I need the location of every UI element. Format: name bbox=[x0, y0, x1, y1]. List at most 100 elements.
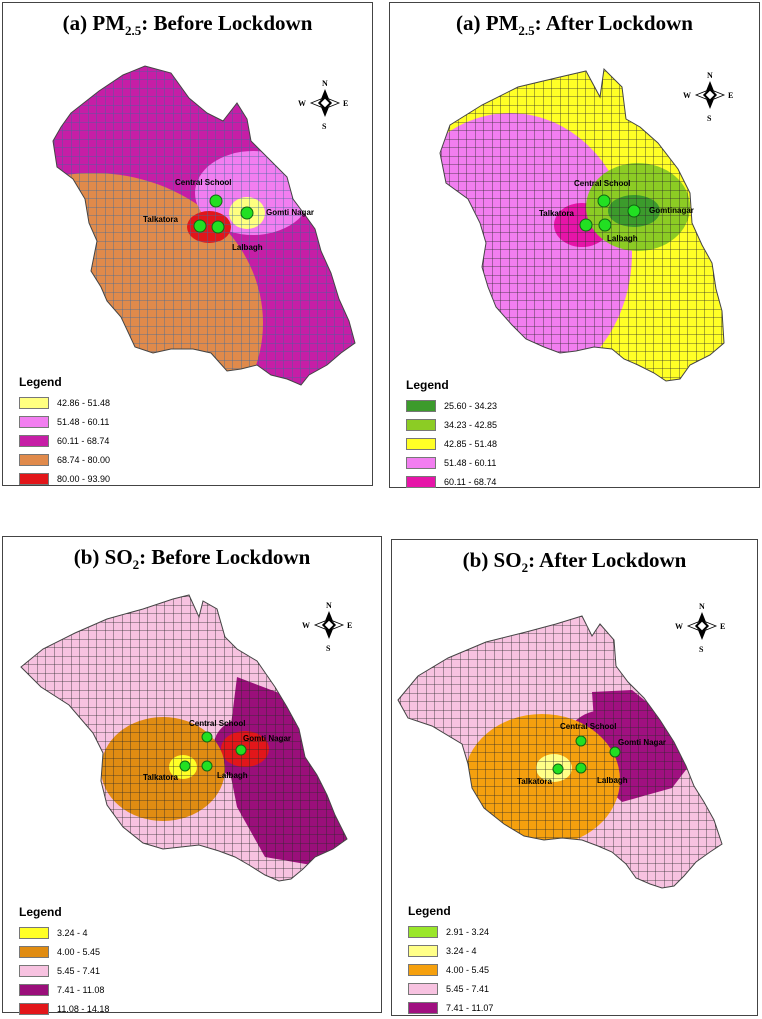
monitoring-sites: Central School Gomti Nagar Talkatora Lal… bbox=[143, 178, 314, 252]
legend-label: 34.23 - 42.85 bbox=[444, 419, 498, 430]
legend-entry: 80.00 - 93.90 bbox=[19, 469, 110, 488]
site-marker-lalbagh bbox=[211, 220, 225, 234]
legend-entry: 4.00 - 5.45 bbox=[408, 960, 493, 979]
legend-label: 3.24 - 4 bbox=[446, 945, 477, 956]
legend-label: 42.85 - 51.48 bbox=[444, 438, 498, 449]
so2-before-map: Central School Gomti Nagar Talkatora Lal… bbox=[20, 594, 352, 882]
svg-text:S: S bbox=[707, 114, 712, 123]
monitoring-sites: Central School Gomti Nagar Talkatora Lal… bbox=[517, 722, 666, 786]
legend: Legend 3.24 - 4 4.00 - 5.45 5.45 - 7.41 7.4… bbox=[19, 905, 109, 1018]
legend-entry: 3.24 - 4 bbox=[19, 923, 109, 942]
legend-swatch bbox=[408, 982, 438, 995]
legend-title: Legend bbox=[406, 378, 449, 392]
north-arrow-icon: N S E W bbox=[683, 71, 733, 123]
legend-label: 25.60 - 34.23 bbox=[444, 400, 498, 411]
legend-label: 68.74 - 80.00 bbox=[57, 454, 111, 465]
legend-swatch bbox=[19, 964, 49, 977]
site-label: Gomti Nagar bbox=[618, 738, 666, 747]
site-label: Gomti Nagar bbox=[266, 208, 314, 217]
panel-title: (b) SO2: After Lockdown bbox=[462, 548, 687, 576]
legend-entry: 68.74 - 80.00 bbox=[19, 450, 110, 469]
north-arrow-icon: N S E W bbox=[302, 601, 352, 653]
site-label: Central School bbox=[574, 179, 630, 188]
site-label: Talkatora bbox=[143, 773, 179, 782]
site-label: Central School bbox=[189, 719, 245, 728]
legend-label: 7.41 - 11.07 bbox=[446, 1002, 494, 1013]
legend-swatch bbox=[19, 396, 49, 409]
site-label: Talkatora bbox=[143, 215, 179, 224]
site-label: Talkatora bbox=[517, 777, 553, 786]
legend-label: 2.91 - 3.24 bbox=[446, 926, 490, 937]
legend-label: 4.00 - 5.45 bbox=[57, 946, 101, 957]
site-marker-talkatora bbox=[179, 760, 191, 772]
legend-swatch bbox=[19, 926, 49, 939]
svg-text:E: E bbox=[343, 99, 348, 108]
site-marker-central-school bbox=[209, 194, 223, 208]
svg-text:W: W bbox=[302, 621, 310, 630]
legend-label: 51.48 - 60.11 bbox=[57, 416, 110, 427]
legend-label: 60.11 - 68.74 bbox=[444, 476, 497, 487]
pm25-before-map: Central School Gomti Nagar Talkatora Lal… bbox=[52, 65, 356, 386]
site-marker-gomti-nagar bbox=[235, 744, 247, 756]
panel-pm25-before: (a) PM2.5: Before Lockdown Central Schoo… bbox=[2, 2, 373, 486]
site-marker-talkatora bbox=[552, 763, 564, 775]
monitoring-sites: Central School Gomti Nagar Talkatora Lal… bbox=[143, 719, 291, 782]
svg-text:S: S bbox=[699, 645, 704, 654]
svg-text:W: W bbox=[683, 91, 691, 100]
site-marker-gomti-nagar bbox=[240, 206, 254, 220]
legend-entry: 3.24 - 4 bbox=[408, 941, 493, 960]
so2-after-map: Central School Gomti Nagar Talkatora Lal… bbox=[397, 602, 725, 889]
svg-text:E: E bbox=[720, 622, 725, 631]
legend-swatch bbox=[406, 475, 436, 488]
legend-label: 3.24 - 4 bbox=[57, 927, 88, 938]
svg-text:N: N bbox=[322, 79, 328, 88]
legend-entry: 7.41 - 11.08 bbox=[19, 980, 109, 999]
site-marker-central-school bbox=[201, 731, 213, 743]
legend-swatch bbox=[406, 437, 436, 450]
legend: Legend 42.86 - 51.48 51.48 - 60.11 60.11 -… bbox=[19, 375, 110, 488]
site-marker-lalbagh bbox=[201, 760, 213, 772]
legend-label: 11.08 - 14.18 bbox=[57, 1003, 110, 1014]
legend-swatch bbox=[408, 925, 438, 938]
legend-label: 60.11 - 68.74 bbox=[57, 435, 110, 446]
site-label: Lalbagh bbox=[597, 776, 628, 785]
site-marker-gomtinagar bbox=[627, 204, 641, 218]
panel-so2-after: (b) SO2: After Lockdown Central School bbox=[391, 539, 758, 1016]
legend-label: 4.00 - 5.45 bbox=[446, 964, 490, 975]
legend-swatch bbox=[19, 415, 49, 428]
site-marker-lalbagh bbox=[575, 762, 587, 774]
legend-entry: 11.08 - 14.18 bbox=[19, 999, 109, 1018]
site-label: Lalbagh bbox=[607, 234, 638, 243]
site-label: Gomti Nagar bbox=[243, 734, 291, 743]
legend-title: Legend bbox=[408, 904, 451, 918]
legend-entry: 51.48 - 60.11 bbox=[19, 412, 110, 431]
panel-title: (a) PM2.5: After Lockdown bbox=[456, 11, 693, 39]
legend-label: 51.48 - 60.11 bbox=[444, 457, 497, 468]
legend-swatch bbox=[19, 983, 49, 996]
legend-entry: 60.11 - 68.74 bbox=[19, 431, 110, 450]
site-marker-lalbagh bbox=[598, 218, 612, 232]
site-marker-gomti-nagar bbox=[609, 746, 621, 758]
panel-title: (b) SO2: Before Lockdown bbox=[73, 545, 311, 573]
svg-text:N: N bbox=[699, 602, 705, 611]
legend-entry: 42.85 - 51.48 bbox=[406, 434, 497, 453]
legend-entry: 7.41 - 11.07 bbox=[408, 998, 493, 1017]
site-marker-talkatora bbox=[193, 219, 207, 233]
site-label: Lalbagh bbox=[232, 243, 263, 252]
svg-text:E: E bbox=[347, 621, 352, 630]
legend-label: 5.45 - 7.41 bbox=[57, 965, 101, 976]
legend-swatch bbox=[406, 456, 436, 469]
svg-text:S: S bbox=[326, 644, 331, 653]
svg-text:S: S bbox=[322, 122, 327, 131]
monitoring-sites: Central School Gomtinagar Talkatora Lalb… bbox=[539, 179, 694, 243]
legend-entry: 5.45 - 7.41 bbox=[408, 979, 493, 998]
legend: Legend 25.60 - 34.23 34.23 - 42.85 42.85 -… bbox=[406, 378, 497, 491]
site-label: Central School bbox=[560, 722, 616, 731]
svg-text:W: W bbox=[298, 99, 306, 108]
legend-entry: 60.11 - 68.74 bbox=[406, 472, 497, 491]
svg-text:E: E bbox=[728, 91, 733, 100]
svg-text:N: N bbox=[326, 601, 332, 610]
legend-entry: 34.23 - 42.85 bbox=[406, 415, 497, 434]
legend-swatch bbox=[408, 944, 438, 957]
site-label: Gomtinagar bbox=[649, 206, 694, 215]
